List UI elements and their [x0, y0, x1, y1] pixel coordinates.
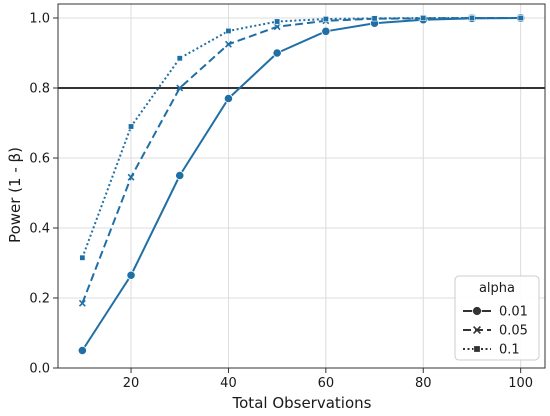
plot-border — [57, 3, 546, 369]
data-point — [272, 48, 282, 58]
x-axis-label: Total Observations — [232, 394, 372, 412]
data-point — [273, 23, 281, 31]
data-point — [225, 27, 232, 34]
legend-entry-0-05: 0.05 — [463, 324, 528, 339]
data-point — [322, 16, 329, 23]
x-tick-label: 100 — [508, 376, 533, 391]
legend-label: 0.05 — [499, 324, 528, 339]
legend-label: 0.1 — [499, 343, 520, 358]
marker-stroke — [127, 173, 135, 181]
legend: alpha 0.01 0.05 0.1 — [454, 275, 540, 361]
y-tick-label: 0.0 — [29, 362, 50, 377]
y-tick-label: 0.6 — [29, 152, 50, 167]
data-point — [78, 299, 86, 307]
data-point — [128, 123, 135, 130]
data-point — [517, 14, 524, 22]
marker-stroke — [273, 23, 281, 31]
x-tick-label: 20 — [123, 376, 140, 391]
x-tick-label: 80 — [415, 376, 432, 391]
legend-entry-0-01: 0.01 — [463, 305, 528, 320]
series-line — [81, 17, 521, 352]
legend-label: 0.01 — [499, 305, 528, 320]
y-tick-label: 1.0 — [29, 12, 50, 27]
legend-title: alpha — [479, 281, 515, 296]
y-tick-label: 0.2 — [29, 292, 50, 307]
legend-marker — [473, 326, 481, 334]
data-point — [224, 40, 232, 48]
data-point — [223, 93, 234, 104]
marker-stroke — [176, 84, 184, 92]
data-point — [176, 55, 183, 62]
data-point — [176, 84, 184, 92]
marker-stroke — [473, 326, 481, 334]
x-tick-label: 60 — [318, 376, 335, 391]
legend-box — [454, 275, 540, 361]
data-point — [175, 170, 185, 181]
series-line — [81, 17, 521, 304]
y-tick-label: 0.4 — [29, 222, 50, 237]
legend-marker — [472, 306, 482, 316]
plot-frame — [53, 3, 546, 373]
data-point — [79, 254, 86, 261]
y-axis-label: Power (1 - β) — [6, 147, 24, 243]
tick-labels: 20 40 60 80 100 0.0 0.2 0.4 0.6 0.8 1.0 — [29, 12, 533, 392]
data-point — [468, 14, 475, 22]
y-tick-label: 0.8 — [29, 82, 50, 97]
x-tick-label: 40 — [220, 376, 237, 391]
data-point — [321, 26, 331, 36]
data-point — [127, 173, 135, 181]
data-point — [126, 270, 136, 280]
marker-stroke — [78, 299, 86, 307]
legend-entry-0-1: 0.1 — [463, 343, 520, 358]
series-group — [77, 13, 526, 356]
legend-marker — [473, 345, 481, 353]
marker-stroke — [224, 40, 232, 48]
data-point — [274, 18, 281, 25]
data-point — [77, 345, 87, 356]
series-0-1 — [79, 14, 524, 261]
series-line — [81, 17, 521, 259]
data-point — [420, 14, 427, 22]
data-point — [371, 15, 378, 22]
series-0-05 — [78, 14, 525, 307]
